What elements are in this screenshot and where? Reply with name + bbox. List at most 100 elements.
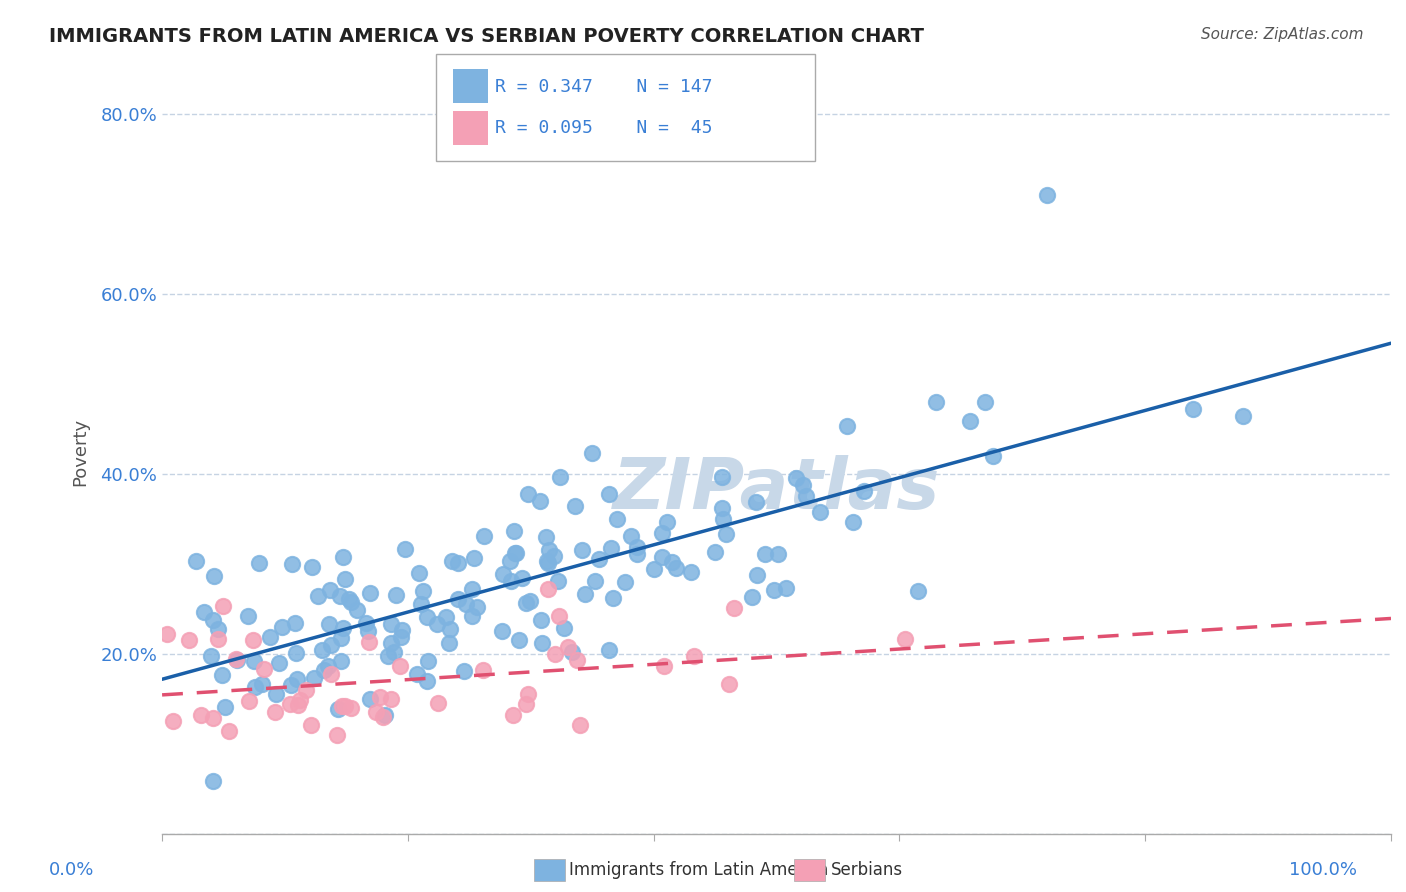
Point (491, 624, 513, 639)
Point (412, 583, 434, 598)
Point (238, 694, 260, 708)
Point (357, 624, 380, 638)
Point (557, 640, 579, 654)
Point (259, 630, 281, 644)
Point (280, 557, 302, 571)
Point (201, 613, 224, 627)
Point (503, 546, 526, 560)
Point (439, 636, 461, 650)
Point (301, 559, 323, 574)
Point (925, 395, 948, 409)
Point (391, 624, 413, 638)
Text: ZIPatlas: ZIPatlas (613, 455, 941, 524)
Point (907, 584, 929, 599)
Point (285, 672, 308, 686)
Point (852, 484, 875, 499)
Point (651, 549, 673, 564)
Point (602, 591, 624, 606)
Point (332, 621, 354, 635)
Point (368, 690, 391, 705)
Point (651, 526, 673, 541)
Point (453, 664, 475, 678)
Point (745, 495, 768, 509)
Point (179, 633, 201, 648)
Point (214, 700, 236, 714)
Point (301, 718, 323, 732)
Point (564, 500, 586, 514)
Point (266, 687, 288, 701)
Point (754, 548, 776, 562)
Point (202, 568, 225, 582)
Point (250, 677, 273, 691)
Point (550, 470, 572, 484)
Point (745, 568, 768, 582)
Point (207, 632, 229, 647)
Point (548, 608, 571, 623)
Point (472, 529, 495, 543)
Point (411, 597, 433, 611)
Point (515, 596, 537, 610)
Point (529, 494, 551, 508)
Point (316, 658, 339, 673)
Point (318, 616, 340, 631)
Point (531, 636, 554, 650)
Point (426, 617, 449, 632)
Point (1036, 187, 1059, 202)
Point (441, 554, 464, 568)
Point (1182, 402, 1205, 417)
Point (359, 692, 381, 706)
Point (536, 530, 558, 544)
Text: Serbians: Serbians (831, 861, 903, 879)
Point (794, 489, 817, 503)
Point (415, 674, 437, 689)
Point (380, 692, 402, 706)
Point (792, 477, 814, 491)
Point (536, 554, 558, 568)
Point (434, 610, 457, 624)
Text: R = 0.347    N = 147: R = 0.347 N = 147 (495, 78, 713, 95)
Point (295, 683, 318, 698)
Point (835, 419, 858, 434)
Point (416, 654, 439, 668)
Point (326, 729, 349, 743)
Point (681, 565, 703, 579)
Point (775, 582, 797, 596)
Point (537, 582, 560, 597)
Point (447, 556, 470, 570)
Point (510, 570, 533, 584)
Point (340, 595, 363, 609)
Point (280, 678, 302, 692)
Point (682, 649, 704, 664)
Point (711, 512, 734, 526)
Point (253, 662, 276, 676)
Point (598, 486, 620, 500)
Point (766, 547, 789, 561)
Point (389, 631, 412, 645)
Point (287, 698, 309, 712)
Point (225, 653, 247, 667)
Point (703, 544, 725, 558)
Point (319, 638, 342, 652)
Y-axis label: Poverty: Poverty (72, 417, 89, 485)
Point (193, 605, 215, 619)
Point (307, 589, 329, 603)
Point (461, 609, 484, 624)
Point (346, 603, 368, 617)
Point (842, 516, 865, 530)
Text: 100.0%: 100.0% (1289, 861, 1357, 879)
Point (426, 696, 449, 710)
Point (530, 613, 553, 627)
Point (741, 590, 763, 604)
Point (380, 617, 402, 632)
Text: 0.0%: 0.0% (49, 861, 94, 879)
Point (285, 646, 308, 660)
Point (359, 586, 381, 600)
Point (620, 529, 643, 543)
Point (561, 645, 583, 659)
Text: IMMIGRANTS FROM LATIN AMERICA VS SERBIAN POVERTY CORRELATION CHART: IMMIGRANTS FROM LATIN AMERICA VS SERBIAN… (49, 27, 924, 45)
Point (190, 708, 212, 723)
Point (583, 574, 606, 588)
Point (200, 649, 222, 664)
Point (207, 623, 229, 637)
Text: R = 0.095    N =  45: R = 0.095 N = 45 (495, 120, 713, 137)
